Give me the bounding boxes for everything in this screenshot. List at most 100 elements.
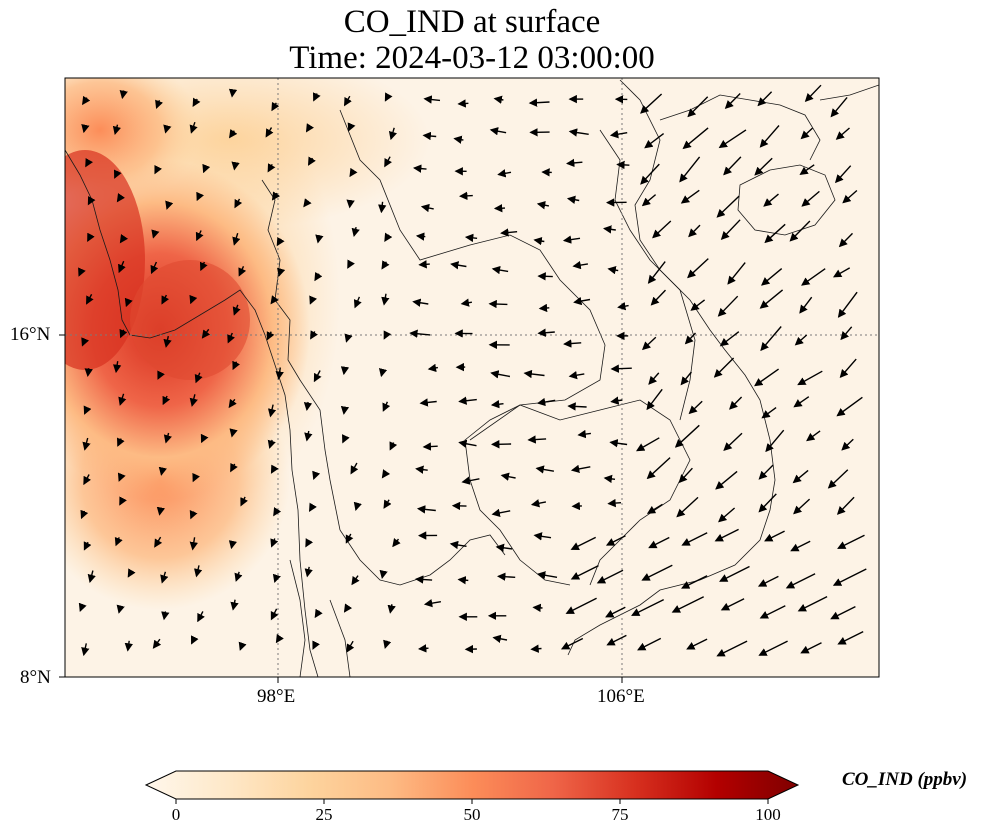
wind-arrow bbox=[646, 503, 663, 514]
wind-arrow bbox=[497, 169, 512, 178]
colorbar-tick-75: 75 bbox=[611, 805, 629, 824]
wind-arrow bbox=[759, 605, 786, 619]
wind-arrow bbox=[194, 565, 203, 578]
wind-arrow bbox=[801, 190, 820, 207]
wind-arrow bbox=[528, 98, 550, 107]
wind-arrow bbox=[84, 368, 93, 377]
wind-arrow bbox=[758, 464, 774, 480]
wind-arrow bbox=[267, 404, 277, 418]
wind-arrow bbox=[384, 232, 393, 242]
wind-arrow bbox=[351, 575, 360, 586]
wind-arrow bbox=[491, 508, 511, 517]
wind-arrow bbox=[603, 474, 616, 484]
wind-arrow bbox=[797, 370, 823, 386]
wind-arrow bbox=[535, 465, 555, 474]
wind-arrow bbox=[117, 472, 126, 482]
wind-arrow bbox=[648, 372, 660, 385]
wind-arrow bbox=[267, 439, 276, 449]
wind-arrow bbox=[199, 261, 208, 272]
wind-arrow bbox=[124, 640, 133, 652]
wind-arrow bbox=[720, 598, 745, 611]
wind-arrow bbox=[652, 220, 672, 239]
wind-arrow bbox=[310, 330, 318, 340]
wind-arrow bbox=[836, 496, 855, 515]
wind-arrow bbox=[641, 336, 657, 351]
wind-arrow bbox=[714, 528, 739, 542]
wind-arrow bbox=[346, 640, 355, 653]
wind-arrow bbox=[757, 91, 773, 107]
wind-arrow bbox=[533, 532, 552, 541]
wind-arrow bbox=[276, 236, 285, 247]
wind-arrow bbox=[719, 331, 740, 347]
wind-arrow bbox=[727, 262, 746, 285]
wind-arrow bbox=[754, 157, 773, 176]
wind-arrow bbox=[530, 644, 542, 653]
wind-arrow bbox=[523, 369, 545, 379]
wind-arrow bbox=[840, 326, 853, 341]
wind-arrow bbox=[304, 566, 313, 578]
wind-arrow bbox=[228, 540, 238, 550]
wind-arrow bbox=[641, 194, 657, 207]
wind-arrow bbox=[490, 370, 511, 379]
wind-arrow bbox=[201, 328, 211, 339]
wind-arrow bbox=[229, 428, 238, 438]
wind-arrow bbox=[392, 537, 401, 548]
wind-arrow bbox=[610, 364, 632, 373]
wind-arrow bbox=[270, 538, 279, 548]
gridlines bbox=[65, 78, 879, 677]
lon-tick-106E: 106°E bbox=[597, 686, 645, 707]
wind-arrow bbox=[723, 432, 743, 451]
coastlines-and-borders bbox=[65, 79, 879, 677]
wind-arrow bbox=[563, 339, 582, 348]
wind-arrow bbox=[343, 603, 353, 613]
wind-arrow bbox=[412, 298, 429, 307]
colorbar-tick-50: 50 bbox=[463, 805, 481, 824]
wind-arrow bbox=[648, 536, 670, 549]
wind-arrow bbox=[195, 230, 204, 242]
wind-arrow bbox=[154, 164, 162, 175]
wind-arrow bbox=[82, 95, 91, 106]
wind-arrow bbox=[315, 234, 324, 244]
map-frame bbox=[64, 77, 880, 678]
wind-arrow bbox=[690, 299, 706, 311]
wind-arrow bbox=[837, 630, 864, 645]
wind-arrow bbox=[759, 289, 784, 309]
wind-arrow bbox=[81, 337, 90, 347]
wind-arrow bbox=[568, 128, 589, 137]
wind-arrow bbox=[785, 573, 816, 589]
wind-arrow bbox=[616, 160, 630, 170]
wind-arrow bbox=[603, 225, 616, 234]
wind-arrow bbox=[82, 437, 91, 451]
wind-arrow bbox=[200, 433, 209, 444]
wind-arrow bbox=[232, 304, 241, 316]
wind-arrow bbox=[800, 642, 822, 654]
wind-arrow bbox=[688, 224, 701, 238]
wind-arrow bbox=[687, 258, 709, 279]
wind-arrow bbox=[78, 602, 87, 613]
wind-arrow bbox=[152, 638, 162, 649]
wind-arrow bbox=[806, 430, 821, 442]
wind-arrow bbox=[720, 219, 741, 241]
wind-arrow bbox=[127, 568, 136, 578]
wind-arrow bbox=[383, 330, 392, 340]
wind-arrow bbox=[234, 571, 243, 582]
wind-arrow bbox=[383, 639, 392, 649]
wind-arrow bbox=[118, 260, 126, 274]
wind-arrow bbox=[345, 533, 354, 544]
wind-arrow bbox=[383, 499, 392, 509]
wind-arrow bbox=[189, 121, 198, 134]
wind-arrow bbox=[86, 293, 94, 305]
wind-arrow bbox=[716, 640, 748, 657]
colorbar bbox=[144, 770, 800, 804]
wind-arrow bbox=[719, 565, 750, 582]
wind-arrow bbox=[793, 498, 811, 515]
wind-arrow bbox=[423, 599, 442, 608]
wind-arrow bbox=[409, 329, 431, 338]
wind-arrow bbox=[609, 130, 628, 139]
wind-arrow bbox=[790, 540, 811, 552]
wind-arrow bbox=[842, 189, 858, 204]
wind-arrow bbox=[273, 507, 282, 517]
wind-vectors bbox=[78, 84, 867, 657]
wind-arrow bbox=[304, 430, 313, 442]
wind-arrow bbox=[229, 129, 238, 139]
